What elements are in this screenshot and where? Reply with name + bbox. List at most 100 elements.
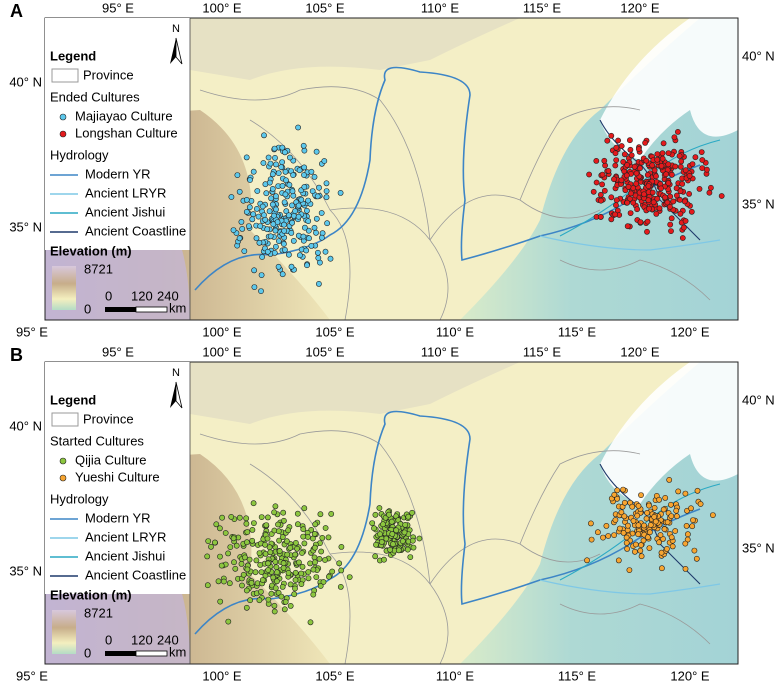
site-marker	[399, 538, 406, 544]
site-marker	[588, 520, 594, 527]
site-marker	[262, 216, 269, 223]
site-marker	[638, 553, 645, 560]
site-marker	[204, 582, 211, 589]
site-marker	[311, 544, 318, 551]
site-marker	[664, 519, 671, 526]
site-marker	[285, 569, 292, 576]
site-marker	[243, 208, 250, 215]
site-marker	[258, 514, 265, 520]
site-marker	[661, 526, 668, 532]
site-marker	[269, 201, 276, 208]
site-marker	[409, 537, 416, 544]
site-marker	[624, 162, 630, 168]
site-marker	[290, 212, 297, 219]
north-label: N	[172, 23, 180, 35]
site-marker	[292, 577, 299, 583]
site-marker	[337, 583, 344, 590]
site-marker	[597, 213, 604, 220]
site-marker	[268, 590, 275, 597]
site-marker	[612, 162, 619, 169]
scale-label: 120	[131, 632, 153, 647]
site-marker	[261, 132, 267, 139]
site-marker	[322, 248, 329, 255]
site-marker	[305, 227, 312, 234]
site-marker	[393, 527, 400, 534]
site-marker	[620, 529, 627, 536]
site-marker	[275, 589, 282, 596]
site-marker	[615, 137, 621, 144]
site-marker	[637, 219, 644, 225]
site-marker	[404, 546, 411, 553]
site-marker	[263, 522, 270, 528]
site-marker	[649, 162, 656, 169]
site-marker	[659, 565, 665, 572]
site-marker	[599, 171, 606, 178]
site-marker	[369, 520, 376, 526]
site-marker	[630, 517, 637, 524]
site-marker	[593, 179, 600, 186]
site-marker	[372, 553, 379, 560]
site-marker	[258, 272, 265, 278]
site-marker	[628, 152, 635, 159]
site-marker	[243, 539, 250, 546]
site-marker	[672, 163, 679, 170]
site-marker	[298, 570, 305, 577]
site-marker	[686, 172, 693, 179]
site-marker	[281, 149, 288, 156]
scale-label: 120	[131, 288, 153, 303]
province-border	[379, 99, 431, 241]
site-marker	[280, 517, 287, 524]
site-marker	[644, 218, 651, 225]
site-marker	[208, 543, 214, 550]
site-marker	[296, 167, 303, 174]
site-marker	[612, 517, 619, 523]
province-border	[249, 463, 351, 665]
site-marker	[613, 197, 620, 203]
site-marker	[236, 235, 243, 242]
site-marker	[620, 486, 626, 493]
site-marker	[402, 521, 409, 528]
site-marker	[407, 554, 414, 560]
site-marker	[383, 535, 390, 542]
site-marker	[276, 537, 282, 544]
site-marker	[272, 503, 279, 510]
legend-label: Ancient Jishui	[85, 548, 165, 563]
site-marker	[644, 228, 650, 235]
site-marker	[308, 242, 315, 249]
site-marker	[289, 219, 295, 226]
site-marker	[257, 223, 264, 229]
site-marker	[307, 619, 314, 626]
site-marker	[678, 158, 685, 165]
site-marker	[236, 188, 243, 195]
site-marker	[616, 525, 623, 532]
site-marker	[650, 199, 657, 206]
site-marker	[338, 567, 345, 574]
site-marker	[656, 205, 663, 212]
site-marker	[646, 205, 652, 212]
site-marker	[416, 535, 423, 542]
site-marker	[300, 233, 307, 240]
site-marker	[323, 188, 330, 194]
site-marker	[322, 525, 329, 531]
site-marker	[230, 535, 237, 542]
site-marker	[279, 271, 286, 278]
legend-label: Ancient LRYR	[85, 185, 166, 200]
site-marker	[284, 551, 291, 558]
site-marker	[292, 539, 299, 546]
site-marker	[290, 172, 296, 178]
site-marker	[272, 154, 278, 161]
site-marker	[312, 521, 319, 528]
site-marker	[261, 212, 267, 218]
site-marker	[625, 522, 631, 529]
site-marker	[225, 550, 231, 557]
lon-label: 110° E	[421, 344, 460, 359]
site-marker	[599, 181, 605, 188]
site-marker	[668, 513, 675, 519]
site-marker	[336, 560, 343, 567]
site-marker	[686, 190, 692, 197]
site-marker	[623, 172, 630, 179]
site-marker	[682, 565, 689, 572]
ancient-lryr	[539, 579, 721, 595]
site-marker	[239, 225, 246, 232]
